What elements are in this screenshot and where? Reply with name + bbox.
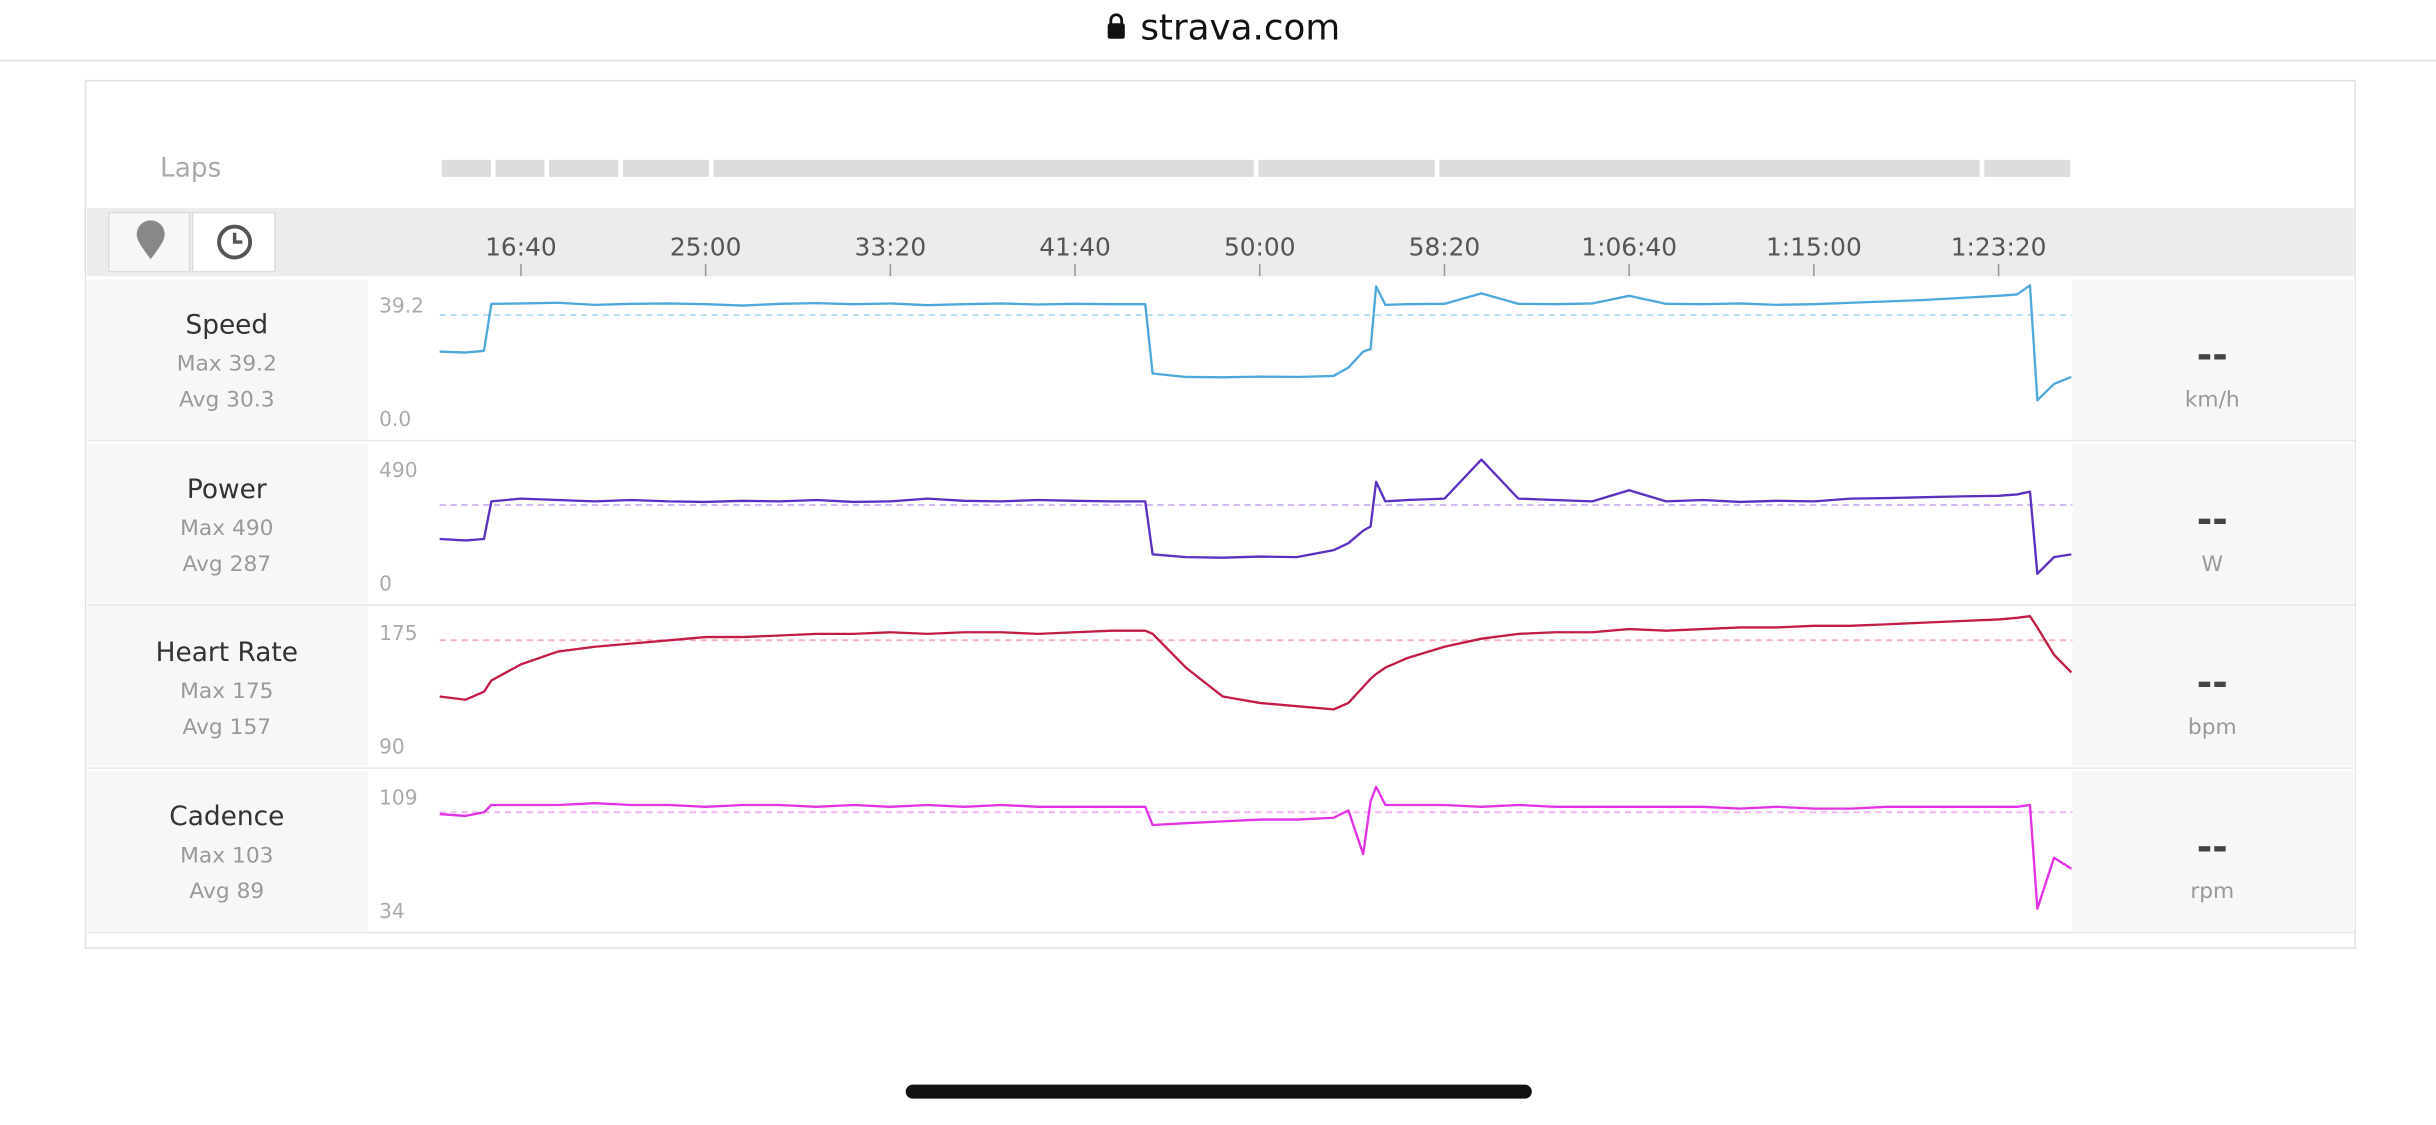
plot-area <box>368 606 2073 767</box>
lap-bar <box>713 159 1254 177</box>
time-toggle[interactable] <box>191 211 276 273</box>
metric-max: Max 103 <box>180 844 273 869</box>
clock-icon <box>217 224 253 260</box>
unit-label: rpm <box>2190 879 2234 904</box>
metric-panel <box>87 771 369 932</box>
x-tick-label: 41:40 <box>1039 232 1111 261</box>
metric-avg: Avg 89 <box>189 879 264 904</box>
lap-bar <box>441 159 491 177</box>
map-toggle[interactable] <box>107 211 191 273</box>
lap-bar <box>495 159 545 177</box>
map-pin-icon <box>136 220 165 260</box>
lap-bar <box>623 159 709 177</box>
x-tick-label: 1:23:20 <box>1951 232 2047 261</box>
y-tick-label: 0.0 <box>379 407 411 431</box>
address-bar: strava.com <box>0 7 2436 62</box>
current-value: -- <box>2197 332 2228 376</box>
x-tick-label: 50:00 <box>1224 232 1296 261</box>
lock-shackle <box>1109 13 1124 25</box>
y-tick-label: 90 <box>379 734 405 758</box>
metric-line <box>439 284 2072 402</box>
metric-avg: Avg 30.3 <box>179 387 275 412</box>
metric-line <box>439 785 2072 910</box>
unit-label: km/h <box>2185 387 2240 412</box>
y-tick-label: 175 <box>379 621 418 645</box>
axis-header <box>87 207 2356 277</box>
y-tick-label: 109 <box>379 786 418 810</box>
metric-max: Max 175 <box>180 679 273 704</box>
metric-panel <box>87 606 369 767</box>
lap-bar <box>1439 159 1980 177</box>
x-tick-label: 58:20 <box>1409 232 1481 261</box>
current-panel <box>2072 443 2356 604</box>
metric-name: Power <box>187 475 267 505</box>
metric-line <box>439 458 2072 576</box>
metric-avg: Avg 287 <box>182 552 271 577</box>
url[interactable]: strava.com <box>1140 7 1340 48</box>
lap-bar <box>1984 159 2071 177</box>
clock-hands <box>232 232 243 244</box>
x-tick-label: 25:00 <box>670 232 742 261</box>
y-tick-label: 39.2 <box>379 294 424 318</box>
lap-bar <box>1258 159 1435 177</box>
x-tick-label: 33:20 <box>855 232 927 261</box>
unit-label: W <box>2202 552 2223 577</box>
plot-area <box>368 771 2073 932</box>
metric-panel <box>87 279 369 440</box>
x-tick-label: 16:40 <box>485 232 557 261</box>
metric-avg: Avg 157 <box>182 715 271 740</box>
plot-area <box>368 279 2073 440</box>
current-value: -- <box>2197 824 2228 868</box>
plot-area <box>368 443 2073 604</box>
current-panel <box>2072 279 2356 440</box>
metric-name: Speed <box>185 310 268 340</box>
lap-bar <box>549 159 619 177</box>
metric-max: Max 490 <box>180 516 273 541</box>
metric-max: Max 39.2 <box>177 352 277 377</box>
y-tick-label: 490 <box>379 458 418 482</box>
current-panel <box>2072 606 2356 767</box>
metric-name: Heart Rate <box>156 638 298 668</box>
current-value: -- <box>2197 497 2228 541</box>
home-indicator <box>905 1084 1532 1099</box>
lock-icon <box>1107 23 1125 39</box>
current-panel <box>2072 771 2356 932</box>
metric-line <box>439 615 2073 711</box>
laps-label: Laps <box>160 154 221 184</box>
current-value: -- <box>2197 660 2228 704</box>
unit-label: bpm <box>2188 715 2237 740</box>
y-tick-label: 0 <box>379 572 392 596</box>
x-tick-label: 1:06:40 <box>1581 232 1677 261</box>
metric-name: Cadence <box>169 802 284 832</box>
y-tick-label: 34 <box>379 899 405 923</box>
metric-panel <box>87 443 369 604</box>
x-tick-label: 1:15:00 <box>1766 232 1862 261</box>
